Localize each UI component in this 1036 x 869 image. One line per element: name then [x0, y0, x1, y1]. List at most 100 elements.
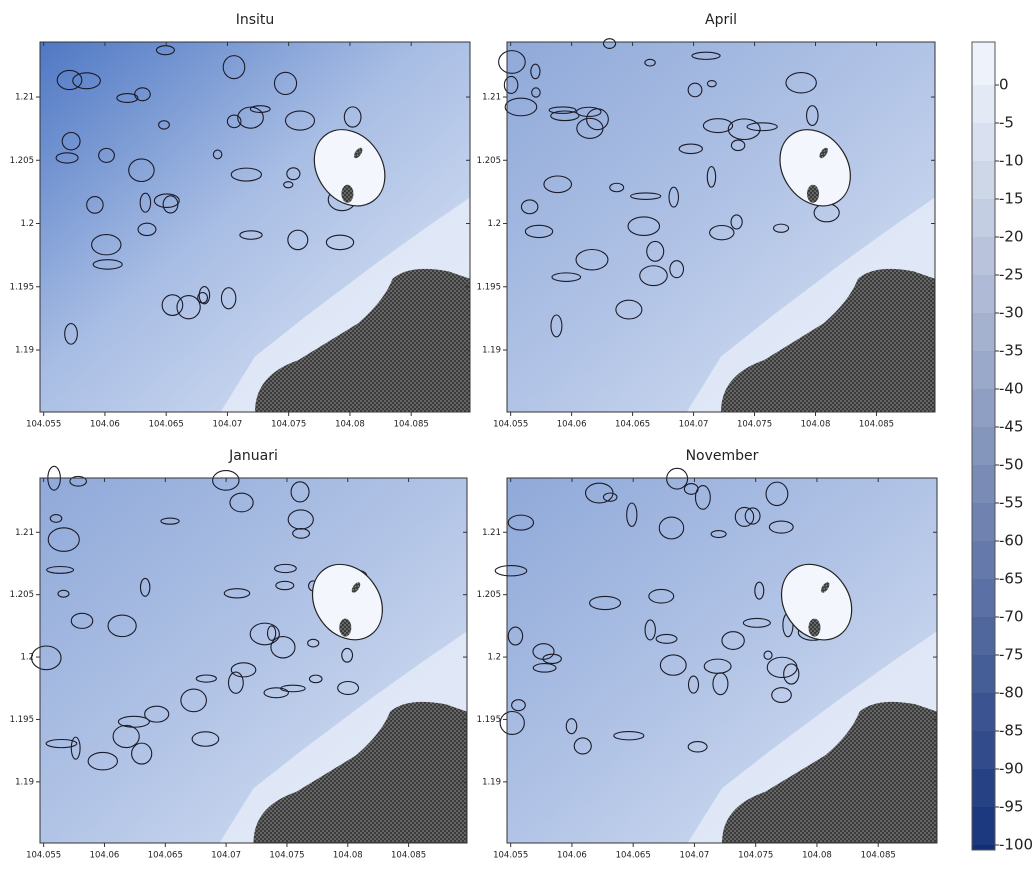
colorbar-label: -70: [999, 607, 1024, 625]
x-tick-label: 104.075: [738, 851, 773, 861]
x-tick-label: 104.08: [335, 420, 365, 430]
colorbar-label: -75: [999, 645, 1024, 663]
colorbar-band: [972, 617, 995, 655]
x-tick-label: 104.06: [90, 851, 120, 861]
colorbar-label: -65: [999, 569, 1024, 587]
y-tick-label: 1.195: [10, 282, 34, 292]
island: [808, 619, 820, 637]
colorbar-band: [972, 845, 995, 850]
colorbar-label: -95: [999, 797, 1024, 815]
colorbar-label: -90: [999, 759, 1024, 777]
y-tick-label: 1.19: [482, 346, 501, 356]
colorbar-label: -20: [999, 228, 1024, 246]
colorbar-label: -50: [999, 455, 1024, 473]
colorbar-label: -85: [999, 721, 1024, 739]
panel-title: Januari: [228, 448, 278, 464]
x-tick-label: 104.07: [213, 420, 243, 430]
island: [341, 185, 353, 203]
colorbar-label: -100: [999, 835, 1033, 853]
y-tick-label: 1.21: [15, 93, 34, 103]
panel-title: April: [705, 12, 737, 28]
colorbar-band: [972, 42, 995, 85]
y-tick-label: 1.205: [477, 156, 501, 166]
y-tick-label: 1.2: [487, 653, 501, 663]
colorbar-band: [972, 427, 995, 465]
colorbar-label: -45: [999, 418, 1024, 436]
y-tick-label: 1.205: [10, 590, 34, 600]
figure: Insitu 104.055 104.06 104.065 104.07 104.075 1…: [0, 0, 1036, 869]
y-tick-label: 1.21: [15, 528, 34, 538]
colorbar-band: [972, 731, 995, 769]
colorbar-band: [972, 313, 995, 351]
x-tick-label: 104.065: [149, 420, 184, 430]
x-tick-label: 104.085: [861, 851, 896, 861]
colorbar-label: -80: [999, 683, 1024, 701]
colorbar-band: [972, 199, 995, 237]
y-tick-label: 1.205: [477, 590, 501, 600]
island: [339, 619, 351, 637]
x-tick-label: 104.085: [391, 851, 426, 861]
colorbar-label: -60: [999, 531, 1024, 549]
x-tick-label: 104.075: [271, 420, 306, 430]
colorbar-band: [972, 465, 995, 503]
y-tick-label: 1.2: [20, 219, 34, 229]
y-tick-label: 1.2: [20, 653, 34, 663]
panel-title: November: [686, 448, 759, 464]
x-tick-label: 104.065: [615, 420, 650, 430]
x-tick-label: 104.055: [26, 420, 61, 430]
x-tick-label: 104.08: [802, 851, 832, 861]
y-tick-label: 1.195: [477, 282, 501, 292]
colorbar-label: 0: [999, 76, 1009, 94]
y-tick-label: 1.2: [487, 219, 501, 229]
x-tick-label: 104.055: [493, 420, 528, 430]
colorbar-label: -40: [999, 380, 1024, 398]
x-tick-label: 104.08: [333, 851, 363, 861]
x-tick-label: 104.085: [859, 420, 894, 430]
x-tick-label: 104.085: [394, 420, 429, 430]
x-tick-label: 104.065: [616, 851, 651, 861]
colorbar-band: [972, 693, 995, 731]
x-tick-label: 104.06: [557, 420, 587, 430]
x-tick-label: 104.06: [557, 851, 587, 861]
y-tick-label: 1.195: [477, 715, 501, 725]
x-tick-label: 104.055: [493, 851, 528, 861]
x-tick-label: 104.08: [801, 420, 831, 430]
y-tick-label: 1.21: [482, 93, 501, 103]
colorbar-band: [972, 161, 995, 199]
y-tick-label: 1.21: [482, 528, 501, 538]
colorbar-band: [972, 541, 995, 579]
y-tick-label: 1.195: [10, 715, 34, 725]
x-tick-label: 104.06: [90, 420, 120, 430]
panel-title: Insitu: [236, 12, 275, 28]
colorbar-band: [972, 237, 995, 275]
colorbar-band: [972, 655, 995, 693]
colorbar-label: -5: [999, 114, 1014, 132]
colorbar-band: [972, 351, 995, 389]
x-tick-label: 104.075: [737, 420, 772, 430]
colorbar-label: -25: [999, 266, 1024, 284]
colorbar-label: -30: [999, 304, 1024, 322]
colorbar-label: -10: [999, 152, 1024, 170]
colorbar-label: -15: [999, 190, 1024, 208]
y-tick-label: 1.19: [15, 346, 34, 356]
y-tick-label: 1.205: [10, 156, 34, 166]
colorbar-band: [972, 769, 995, 807]
x-tick-label: 104.07: [679, 420, 709, 430]
y-tick-label: 1.19: [15, 777, 34, 787]
colorbar-band: [972, 807, 995, 845]
colorbar-label: -55: [999, 493, 1024, 511]
x-tick-label: 104.075: [269, 851, 304, 861]
x-tick-label: 104.07: [211, 851, 241, 861]
colorbar-label: -35: [999, 342, 1024, 360]
x-tick-label: 104.055: [26, 851, 61, 861]
colorbar-band: [972, 85, 995, 123]
colorbar-band: [972, 579, 995, 617]
colorbar-band: [972, 389, 995, 427]
colorbar-band: [972, 503, 995, 541]
x-tick-label: 104.065: [148, 851, 183, 861]
colorbar-band: [972, 275, 995, 313]
x-tick-label: 104.07: [680, 851, 710, 861]
y-tick-label: 1.19: [482, 777, 501, 787]
colorbar-band: [972, 123, 995, 161]
island: [807, 185, 819, 203]
